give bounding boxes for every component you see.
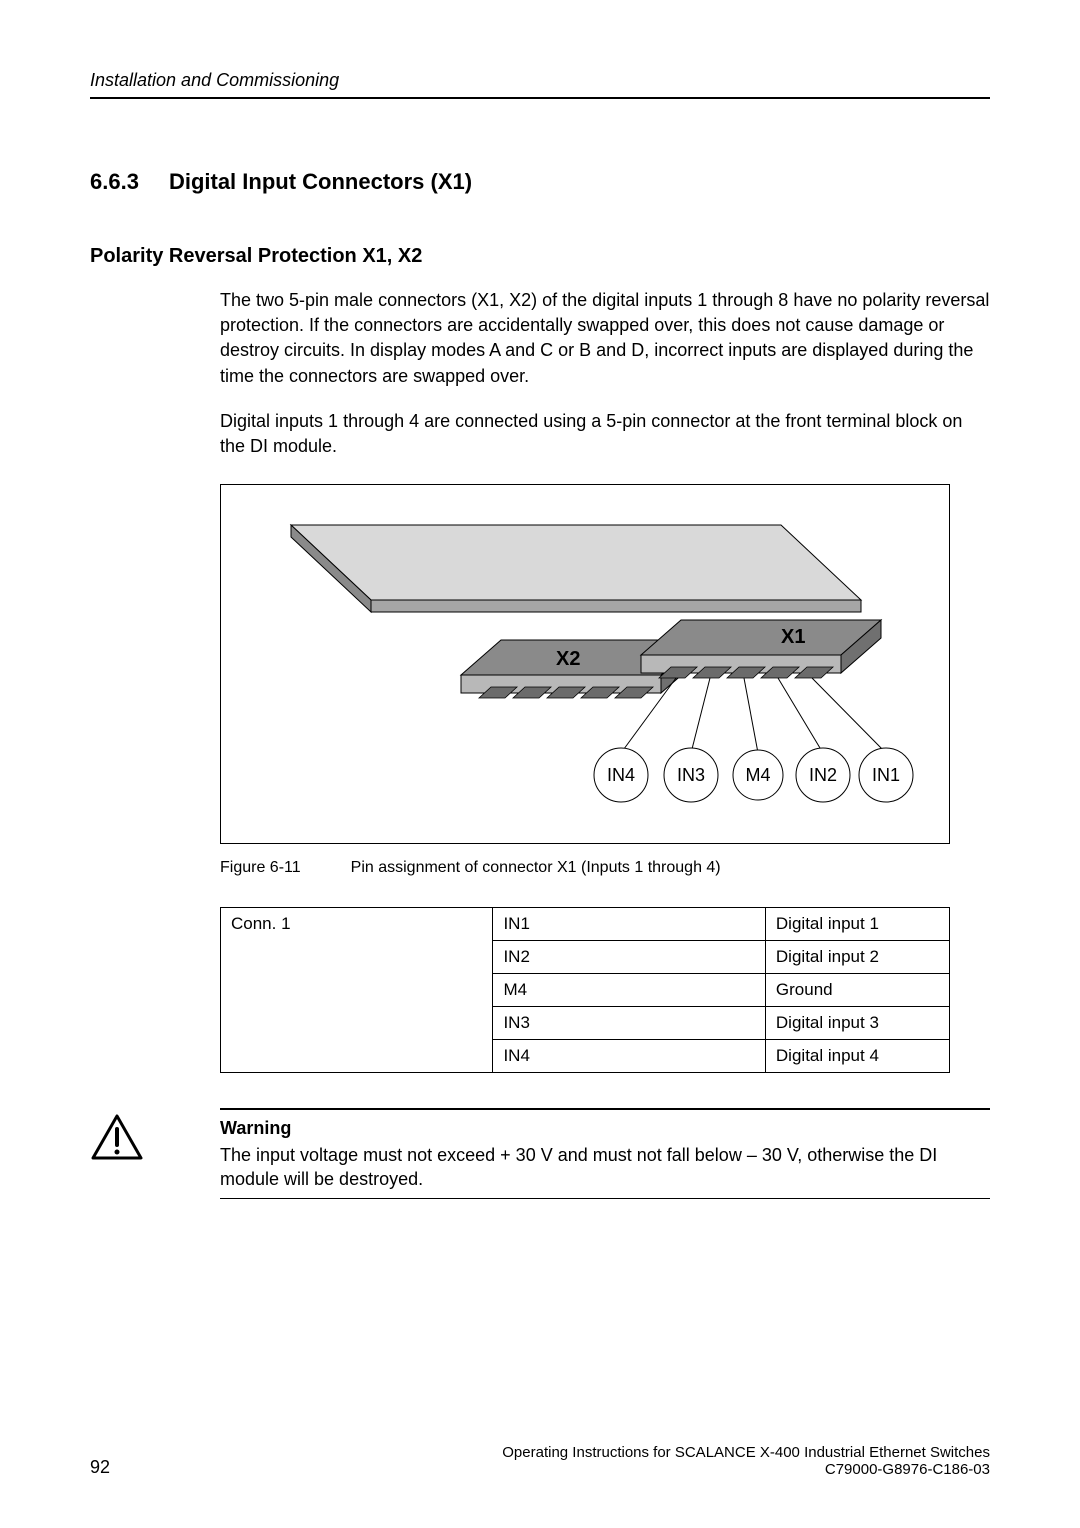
- footer-line1: Operating Instructions for SCALANCE X-40…: [502, 1444, 990, 1461]
- page-header: Installation and Commissioning: [90, 70, 990, 99]
- subsection-heading: Polarity Reversal Protection X1, X2: [90, 245, 990, 268]
- pin-labels: IN4 IN3 M4 IN2 IN1: [594, 748, 913, 802]
- paragraph-1: The two 5-pin male connectors (X1, X2) o…: [220, 288, 990, 389]
- warning-icon: [90, 1113, 145, 1163]
- table-pin-cell: IN4: [493, 1040, 765, 1073]
- section-heading: 6.6.3 Digital Input Connectors (X1): [90, 169, 990, 195]
- figure-number: Figure 6-11: [220, 859, 301, 877]
- table-desc-cell: Ground: [765, 974, 949, 1007]
- x1-label: X1: [781, 626, 805, 648]
- pin-in1: IN1: [872, 765, 900, 785]
- table-pin-cell: M4: [493, 974, 765, 1007]
- paragraph-2: Digital inputs 1 through 4 are connected…: [220, 409, 990, 459]
- table-pin-cell: IN2: [493, 941, 765, 974]
- table-pin-cell: IN1: [493, 908, 765, 941]
- table-desc-cell: Digital input 2: [765, 941, 949, 974]
- figure-caption: Figure 6-11 Pin assignment of connector X…: [220, 859, 990, 877]
- table-pin-cell: IN3: [493, 1007, 765, 1040]
- figure-connector-diagram: X2 X1: [220, 484, 950, 844]
- table-desc-cell: Digital input 1: [765, 908, 949, 941]
- pin-in3: IN3: [677, 765, 705, 785]
- pin-in2: IN2: [809, 765, 837, 785]
- figure-caption-text: Pin assignment of connector X1 (Inputs 1…: [351, 859, 721, 876]
- connector-x1: X1: [641, 620, 881, 678]
- pin-m4: M4: [745, 765, 770, 785]
- page-number: 92: [90, 1457, 110, 1478]
- footer-line2: C79000-G8976-C186-03: [502, 1461, 990, 1478]
- warning-block: Warning The input voltage must not excee…: [90, 1108, 990, 1199]
- section-title: Digital Input Connectors (X1): [169, 169, 472, 194]
- x2-label: X2: [556, 648, 580, 670]
- table-desc-cell: Digital input 4: [765, 1040, 949, 1073]
- table-desc-cell: Digital input 3: [765, 1007, 949, 1040]
- table-conn-cell: Conn. 1: [221, 908, 493, 1073]
- pin-in4: IN4: [607, 765, 635, 785]
- warning-title: Warning: [220, 1118, 990, 1139]
- warning-text: The input voltage must not exceed + 30 V…: [220, 1143, 990, 1192]
- section-number: 6.6.3: [90, 169, 139, 195]
- board-top: [291, 525, 861, 600]
- pin-assignment-table: Conn. 1 IN1 Digital input 1 IN2 Digital …: [220, 907, 950, 1073]
- page-footer: 92 Operating Instructions for SCALANCE X…: [90, 1444, 990, 1478]
- table-row: Conn. 1 IN1 Digital input 1: [221, 908, 950, 941]
- board-front: [371, 600, 861, 612]
- header-title: Installation and Commissioning: [90, 70, 339, 90]
